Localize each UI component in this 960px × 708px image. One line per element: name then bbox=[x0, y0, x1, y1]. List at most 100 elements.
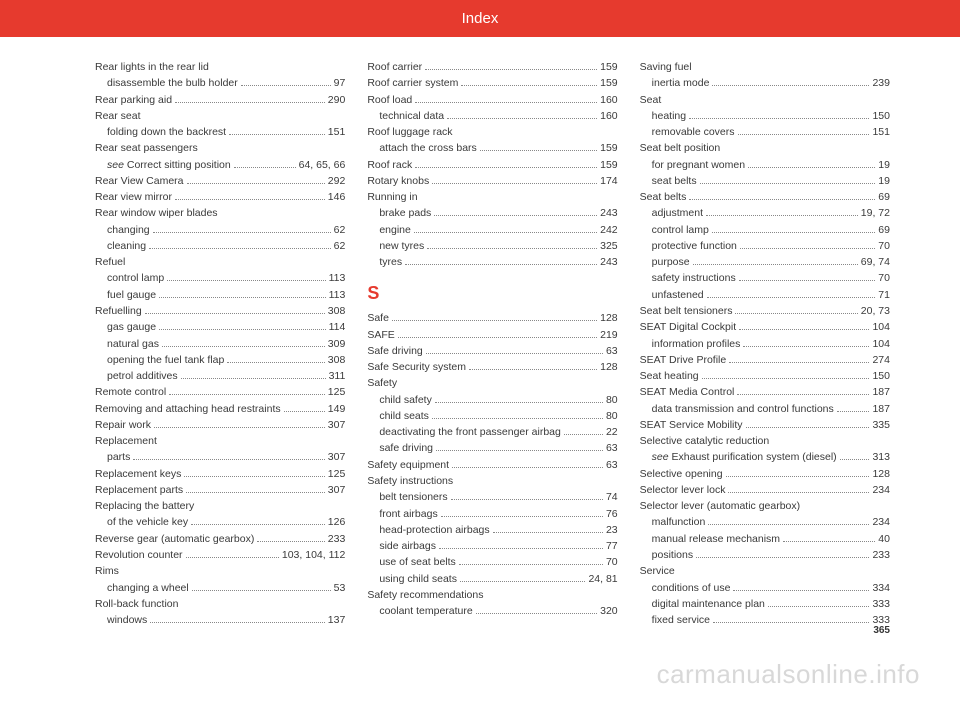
entry-page: 70 bbox=[606, 554, 618, 570]
entry-label: technical data bbox=[379, 108, 444, 124]
leader-dots bbox=[398, 337, 597, 338]
leader-dots bbox=[145, 313, 325, 314]
index-entry: conditions of use334 bbox=[640, 580, 890, 596]
entry-page: 292 bbox=[328, 173, 346, 189]
leader-dots bbox=[726, 476, 870, 477]
leader-dots bbox=[227, 362, 324, 363]
index-entry: side airbags77 bbox=[367, 538, 617, 554]
entry-page: 19 bbox=[878, 157, 890, 173]
entry-page: 307 bbox=[328, 417, 346, 433]
index-entry: Rear parking aid290 bbox=[95, 92, 345, 108]
entry-page: 53 bbox=[334, 580, 346, 596]
entry-label: Safety bbox=[367, 375, 397, 391]
leader-dots bbox=[414, 232, 597, 233]
entry-page: 234 bbox=[872, 482, 890, 498]
leader-dots bbox=[162, 346, 325, 347]
entry-label: unfastened bbox=[652, 287, 704, 303]
entry-page: 146 bbox=[328, 189, 346, 205]
entry-label: belt tensioners bbox=[379, 489, 447, 505]
leader-dots bbox=[739, 280, 876, 281]
entry-page: 70 bbox=[878, 238, 890, 254]
entry-page: 159 bbox=[600, 59, 618, 75]
entry-label: inertia mode bbox=[652, 75, 710, 91]
entry-label: fuel gauge bbox=[107, 287, 156, 303]
index-entry: Roof carrier159 bbox=[367, 59, 617, 75]
index-entry: Roof rack159 bbox=[367, 157, 617, 173]
entry-label: protective function bbox=[652, 238, 737, 254]
index-entry: fuel gauge113 bbox=[95, 287, 345, 303]
entry-label: Safe driving bbox=[367, 343, 422, 359]
leader-dots bbox=[461, 85, 597, 86]
leader-dots bbox=[186, 492, 325, 493]
index-entry: new tyres325 bbox=[367, 238, 617, 254]
entry-page: 335 bbox=[872, 417, 890, 433]
entry-label: deactivating the front passenger airbag bbox=[379, 424, 561, 440]
entry-page: 307 bbox=[328, 449, 346, 465]
column-2: Roof carrier159Roof carrier system159Roo… bbox=[367, 59, 617, 628]
index-entry: windows137 bbox=[95, 612, 345, 628]
entry-label: adjustment bbox=[652, 205, 703, 221]
section-letter: S bbox=[367, 280, 617, 308]
index-entry: deactivating the front passenger airbag2… bbox=[367, 424, 617, 440]
index-entry: disassemble the bulb holder97 bbox=[95, 75, 345, 91]
entry-label: Replacing the battery bbox=[95, 498, 194, 514]
leader-dots bbox=[153, 232, 331, 233]
entry-page: 334 bbox=[872, 580, 890, 596]
entry-label: positions bbox=[652, 547, 693, 563]
entry-page: 137 bbox=[328, 612, 346, 628]
entry-label: Safety recommendations bbox=[367, 587, 483, 603]
entry-label: opening the fuel tank flap bbox=[107, 352, 224, 368]
index-entry: head-protection airbags23 bbox=[367, 522, 617, 538]
entry-label: brake pads bbox=[379, 205, 431, 221]
index-entry: coolant temperature320 bbox=[367, 603, 617, 619]
entry-page: 308 bbox=[328, 352, 346, 368]
leader-dots bbox=[729, 362, 869, 363]
index-entry: removable covers151 bbox=[640, 124, 890, 140]
entry-label: Rear view mirror bbox=[95, 189, 172, 205]
leader-dots bbox=[415, 102, 597, 103]
leader-dots bbox=[434, 215, 597, 216]
leader-dots bbox=[229, 134, 325, 135]
index-heading: Seat belt position bbox=[640, 140, 890, 156]
entry-label: Safe bbox=[367, 310, 389, 326]
index-heading: Rear seat bbox=[95, 108, 345, 124]
leader-dots bbox=[432, 418, 603, 419]
index-entry: Revolution counter103, 104, 112 bbox=[95, 547, 345, 563]
leader-dots bbox=[439, 548, 603, 549]
leader-dots bbox=[712, 85, 869, 86]
entry-label: front airbags bbox=[379, 506, 437, 522]
entry-label: Seat belt position bbox=[640, 140, 721, 156]
entry-page: 97 bbox=[334, 75, 346, 91]
leader-dots bbox=[186, 557, 279, 558]
index-entry: belt tensioners74 bbox=[367, 489, 617, 505]
index-entry: front airbags76 bbox=[367, 506, 617, 522]
entry-label: seat belts bbox=[652, 173, 697, 189]
entry-label: manual release mechanism bbox=[652, 531, 780, 547]
entry-label: Safety equipment bbox=[367, 457, 449, 473]
entry-page: 187 bbox=[872, 384, 890, 400]
entry-page: 233 bbox=[328, 531, 346, 547]
leader-dots bbox=[392, 320, 597, 321]
leader-dots bbox=[564, 434, 603, 435]
entry-label: information profiles bbox=[652, 336, 741, 352]
entry-page: 77 bbox=[606, 538, 618, 554]
leader-dots bbox=[284, 411, 325, 412]
entry-label: child safety bbox=[379, 392, 432, 408]
index-entry: Selector lever lock234 bbox=[640, 482, 890, 498]
leader-dots bbox=[737, 394, 869, 395]
leader-dots bbox=[480, 150, 597, 151]
leader-dots bbox=[149, 248, 331, 249]
index-entry: manual release mechanism40 bbox=[640, 531, 890, 547]
index-entry: SEAT Digital Cockpit104 bbox=[640, 319, 890, 335]
entry-label: for pregnant women bbox=[652, 157, 745, 173]
leader-dots bbox=[738, 134, 870, 135]
entry-page: 128 bbox=[600, 310, 618, 326]
index-entry: technical data160 bbox=[367, 108, 617, 124]
entry-label: of the vehicle key bbox=[107, 514, 188, 530]
index-entry: unfastened71 bbox=[640, 287, 890, 303]
entry-label: Roll-back function bbox=[95, 596, 178, 612]
index-heading: Refuel bbox=[95, 254, 345, 270]
entry-label: parts bbox=[107, 449, 130, 465]
index-entry: Safe driving63 bbox=[367, 343, 617, 359]
entry-page: 62 bbox=[334, 222, 346, 238]
